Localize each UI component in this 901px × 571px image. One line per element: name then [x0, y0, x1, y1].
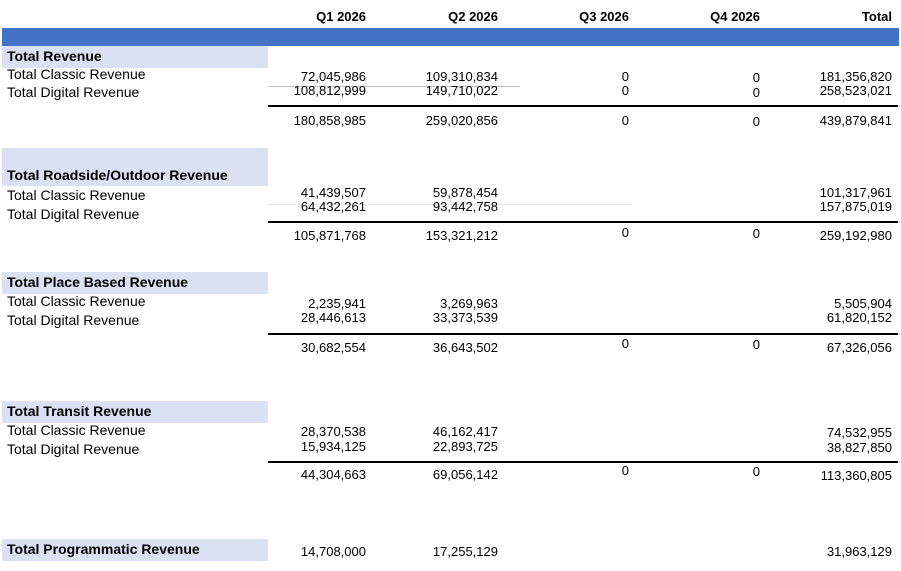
total-value: 44,304,663: [300, 467, 366, 482]
section-title-transit: Total Transit Revenue: [7, 403, 152, 419]
column-header-q2: Q2 2026: [448, 9, 498, 24]
total-value: 0: [621, 463, 629, 478]
total-value: 113,360,805: [820, 468, 892, 483]
cell-value: 258,523,021: [819, 83, 892, 98]
row-label-digital: Total Digital Revenue: [7, 312, 140, 328]
total-value: 36,643,502: [432, 340, 498, 355]
cell-value: 72,045,986: [300, 69, 366, 84]
row-label-classic: Total Classic Revenue: [7, 293, 146, 309]
cell-value: 0: [752, 70, 760, 85]
cell-value: 31,963,129: [826, 544, 892, 559]
row-label-classic: Total Classic Revenue: [7, 422, 146, 438]
subtotal-rule: [268, 105, 898, 107]
total-value: 0: [752, 464, 760, 479]
row-divider: [268, 204, 632, 205]
section-title-roadside-outdoor: Total Roadside/Outdoor Revenue: [7, 167, 228, 183]
section-title-programmatic: Total Programmatic Revenue: [7, 541, 200, 557]
cell-value: 33,373,539: [432, 310, 498, 325]
row-label-digital: Total Digital Revenue: [7, 84, 140, 100]
row-label-classic: Total Classic Revenue: [7, 187, 146, 203]
cell-value: 108,812,999: [293, 83, 366, 98]
total-value: 30,682,554: [300, 340, 366, 355]
row-label-classic: Total Classic Revenue: [7, 66, 146, 82]
cell-value: 3,269,963: [440, 296, 498, 311]
cell-value: 2,235,941: [308, 296, 366, 311]
cell-value: 93,442,758: [432, 199, 498, 214]
total-value: 259,192,980: [819, 228, 892, 243]
total-value: 153,321,212: [425, 228, 498, 243]
total-value: 259,020,856: [425, 113, 498, 128]
section-title-background: [2, 401, 268, 423]
section-title-total-revenue: Total Revenue: [7, 48, 102, 64]
total-value: 0: [752, 226, 760, 241]
column-header-q4: Q4 2026: [710, 9, 760, 24]
cell-value: 181,356,820: [819, 69, 892, 84]
cell-value: 46,162,417: [432, 424, 498, 439]
row-label-digital: Total Digital Revenue: [7, 441, 140, 457]
cell-value: 61,820,152: [826, 310, 892, 325]
cell-value: 15,934,125: [300, 439, 366, 454]
cell-value: 0: [752, 85, 760, 100]
subtotal-rule: [268, 333, 898, 335]
cell-value: 38,827,850: [826, 440, 892, 455]
total-value: 69,056,142: [432, 467, 498, 482]
section-title-background: [2, 148, 268, 186]
header-band: [2, 28, 899, 46]
row-label-digital: Total Digital Revenue: [7, 206, 140, 222]
cell-value: 0: [621, 83, 629, 98]
total-value: 439,879,841: [819, 113, 892, 128]
total-value: 0: [752, 337, 760, 352]
total-value: 0: [621, 336, 629, 351]
subtotal-rule: [268, 221, 898, 223]
total-value: 105,871,768: [293, 228, 366, 243]
total-value: 0: [621, 113, 629, 128]
section-title-background: [2, 272, 268, 294]
cell-value: 74,532,955: [826, 425, 892, 440]
cell-value: 59,878,454: [432, 185, 498, 200]
total-value: 0: [752, 114, 760, 129]
row-divider: [268, 86, 520, 87]
column-header-q3: Q3 2026: [579, 9, 629, 24]
cell-value: 101,317,961: [819, 185, 892, 200]
total-value: 0: [621, 225, 629, 240]
cell-value: 28,370,538: [300, 424, 366, 439]
column-header-q1: Q1 2026: [316, 9, 366, 24]
cell-value: 149,710,022: [425, 83, 498, 98]
cell-value: 5,505,904: [834, 296, 892, 311]
cell-value: 14,708,000: [300, 544, 366, 559]
total-value: 180,858,985: [293, 113, 366, 128]
cell-value: 17,255,129: [432, 544, 498, 559]
section-title-background: [2, 539, 268, 561]
cell-value: 109,310,834: [425, 69, 498, 84]
cell-value: 157,875,019: [819, 199, 892, 214]
column-header-total: Total: [861, 9, 892, 24]
total-value: 67,326,056: [826, 340, 892, 355]
cell-value: 41,439,507: [300, 185, 366, 200]
section-title-background: [2, 46, 268, 68]
cell-value: 22,893,725: [432, 439, 498, 454]
section-title-place-based: Total Place Based Revenue: [7, 274, 189, 290]
cell-value: 28,446,613: [300, 310, 366, 325]
cell-value: 0: [621, 69, 629, 84]
cell-value: 64,432,261: [300, 199, 366, 214]
subtotal-rule: [268, 461, 898, 463]
